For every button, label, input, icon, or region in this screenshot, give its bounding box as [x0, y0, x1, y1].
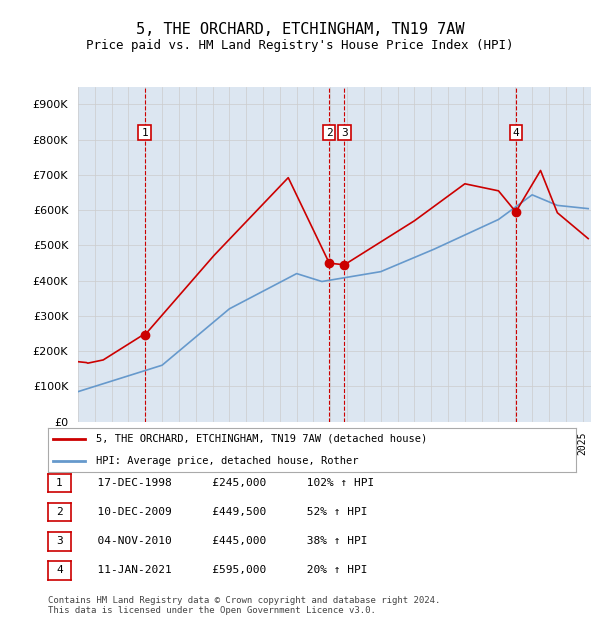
- Text: 11-JAN-2021      £595,000      20% ↑ HPI: 11-JAN-2021 £595,000 20% ↑ HPI: [84, 565, 367, 575]
- Text: 5, THE ORCHARD, ETCHINGHAM, TN19 7AW: 5, THE ORCHARD, ETCHINGHAM, TN19 7AW: [136, 22, 464, 37]
- Text: 3: 3: [56, 536, 63, 546]
- Text: 4: 4: [56, 565, 63, 575]
- Text: 4: 4: [512, 128, 519, 138]
- Text: HPI: Average price, detached house, Rother: HPI: Average price, detached house, Roth…: [95, 456, 358, 466]
- Text: 04-NOV-2010      £445,000      38% ↑ HPI: 04-NOV-2010 £445,000 38% ↑ HPI: [84, 536, 367, 546]
- Text: 1: 1: [56, 478, 63, 488]
- Text: 1: 1: [141, 128, 148, 138]
- Text: 3: 3: [341, 128, 348, 138]
- Text: Contains HM Land Registry data © Crown copyright and database right 2024.
This d: Contains HM Land Registry data © Crown c…: [48, 596, 440, 615]
- Text: 2: 2: [326, 128, 332, 138]
- Text: 17-DEC-1998      £245,000      102% ↑ HPI: 17-DEC-1998 £245,000 102% ↑ HPI: [84, 478, 374, 488]
- Text: 10-DEC-2009      £449,500      52% ↑ HPI: 10-DEC-2009 £449,500 52% ↑ HPI: [84, 507, 367, 517]
- Text: 5, THE ORCHARD, ETCHINGHAM, TN19 7AW (detached house): 5, THE ORCHARD, ETCHINGHAM, TN19 7AW (de…: [95, 434, 427, 444]
- Text: 2: 2: [56, 507, 63, 517]
- Text: Price paid vs. HM Land Registry's House Price Index (HPI): Price paid vs. HM Land Registry's House …: [86, 39, 514, 52]
